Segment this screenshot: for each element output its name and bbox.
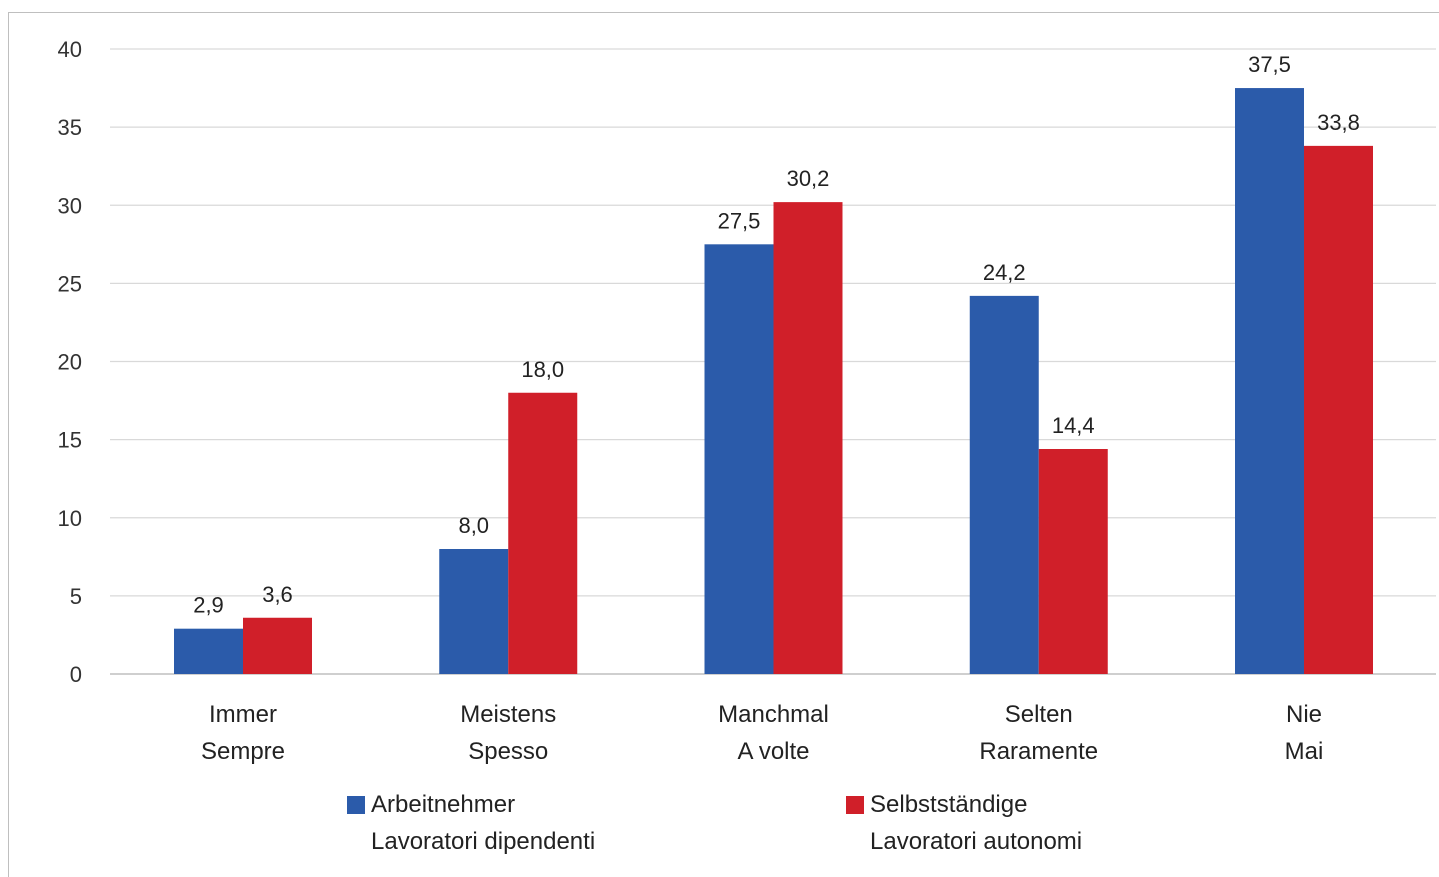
x-tick-label: Meistens bbox=[460, 701, 556, 728]
legend-label-self-employed-it: Lavoratori autonomi bbox=[870, 828, 1083, 855]
x-tick-label: Manchmal bbox=[718, 701, 829, 728]
bar bbox=[1304, 145, 1373, 674]
x-tick-label: Selten bbox=[1005, 701, 1073, 728]
data-label: 33,8 bbox=[1317, 110, 1360, 135]
data-label: 27,5 bbox=[718, 208, 761, 233]
y-tick-label: 25 bbox=[58, 271, 82, 296]
bar bbox=[773, 202, 843, 674]
data-label: 2,9 bbox=[193, 593, 224, 618]
x-tick-label: Sempre bbox=[201, 738, 285, 765]
bar bbox=[969, 295, 1039, 674]
data-label: 3,6 bbox=[262, 582, 293, 607]
y-tick-label: 35 bbox=[58, 115, 82, 140]
bar bbox=[439, 549, 509, 674]
x-tick-label: Nie bbox=[1286, 701, 1322, 728]
data-label: 14,4 bbox=[1052, 413, 1095, 438]
legend-label-employees-de: Arbeitnehmer bbox=[371, 791, 516, 818]
x-tick-label: Raramente bbox=[979, 738, 1098, 765]
data-label: 37,5 bbox=[1248, 52, 1291, 77]
bar bbox=[174, 628, 243, 674]
y-tick-label: 30 bbox=[58, 193, 82, 218]
bar bbox=[243, 617, 312, 674]
x-tick-label: Spesso bbox=[468, 738, 548, 765]
bar bbox=[1038, 449, 1108, 674]
bar bbox=[508, 392, 578, 674]
x-tick-label: Mai bbox=[1285, 738, 1324, 765]
bar bbox=[704, 244, 774, 674]
y-tick-label: 0 bbox=[70, 662, 82, 687]
data-label: 18,0 bbox=[521, 357, 564, 382]
legend-swatch-self-employed bbox=[846, 796, 864, 814]
legend-label-employees-it: Lavoratori dipendenti bbox=[371, 828, 596, 855]
y-tick-label: 10 bbox=[58, 506, 82, 531]
y-tick-label: 15 bbox=[58, 428, 82, 453]
y-tick-label: 20 bbox=[58, 350, 82, 375]
y-tick-label: 40 bbox=[58, 37, 82, 62]
data-label: 8,0 bbox=[458, 513, 489, 538]
bar bbox=[1235, 88, 1304, 674]
legend-swatch-employees bbox=[347, 796, 365, 814]
y-tick-label: 5 bbox=[70, 584, 82, 609]
x-tick-label: A volte bbox=[737, 738, 809, 765]
chart-frame bbox=[8, 12, 1439, 877]
legend-label-self-employed-de: Selbstständige bbox=[870, 791, 1028, 818]
data-label: 30,2 bbox=[787, 166, 830, 191]
x-tick-label: Immer bbox=[209, 701, 277, 728]
data-label: 24,2 bbox=[983, 260, 1026, 285]
